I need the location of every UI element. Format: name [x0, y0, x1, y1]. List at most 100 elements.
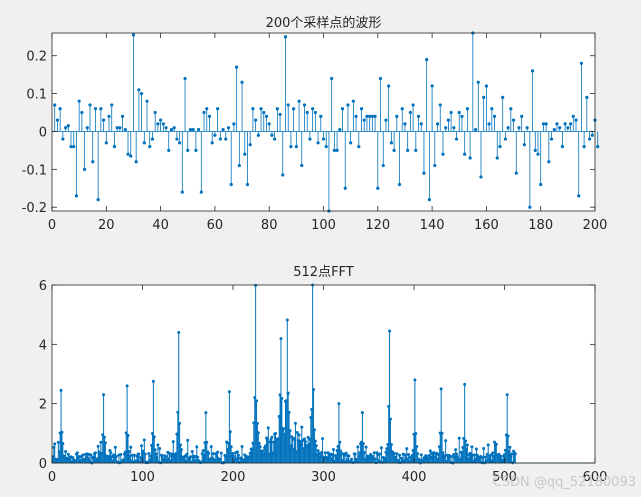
- bottom-stem-marker: [178, 421, 182, 425]
- top-stem-marker: [498, 145, 502, 149]
- top-stem-marker: [183, 76, 187, 81]
- bottom-stem-marker: [258, 445, 262, 449]
- bottom-stem-marker: [298, 439, 302, 443]
- top-stem-marker: [292, 107, 296, 111]
- top-stem-marker: [533, 148, 537, 153]
- bottom-stem-marker: [282, 427, 286, 431]
- top-stem-marker: [180, 190, 184, 194]
- bottom-stem-marker: [331, 447, 335, 451]
- bottom-stem-marker: [127, 450, 131, 454]
- top-stem-marker: [66, 124, 70, 128]
- bottom-stem-marker: [474, 447, 478, 451]
- top-stem-marker: [384, 118, 388, 122]
- top-stem-marker: [305, 110, 309, 115]
- bottom-stem-marker: [312, 428, 316, 432]
- top-x-tick-label: 120: [365, 218, 390, 233]
- bottom-stem-marker: [505, 393, 509, 397]
- bottom-stem-marker: [405, 447, 409, 451]
- top-stem-marker: [210, 141, 214, 145]
- bottom-stem-marker: [270, 435, 274, 439]
- top-stem-marker: [449, 110, 453, 115]
- bottom-stem-marker: [303, 440, 307, 444]
- top-stem-marker: [362, 118, 366, 122]
- top-stem-marker: [264, 114, 269, 118]
- bottom-stem-marker: [255, 421, 259, 425]
- top-stem-marker: [463, 152, 467, 156]
- top-stem-marker: [294, 145, 298, 149]
- top-stem-marker: [237, 163, 241, 168]
- bottom-stem-marker: [279, 337, 283, 341]
- bottom-stem-marker: [137, 452, 141, 456]
- top-stem-marker: [148, 145, 152, 149]
- top-stem-marker: [414, 148, 418, 153]
- bottom-stem-marker: [153, 448, 157, 452]
- top-stem-marker: [511, 118, 516, 122]
- top-stem-marker: [101, 118, 106, 122]
- chart-title-bottom: 512点FFT: [293, 265, 354, 280]
- bottom-stem-marker: [232, 455, 236, 459]
- bottom-stem-marker: [464, 439, 468, 443]
- bottom-stem-marker: [109, 451, 113, 455]
- top-stem-marker: [167, 148, 171, 153]
- bottom-stem-marker: [356, 445, 360, 449]
- bottom-stem-marker: [156, 443, 160, 447]
- bottom-stem-marker: [419, 453, 423, 457]
- top-stem-marker: [169, 127, 174, 132]
- top-stem-marker: [408, 110, 412, 115]
- bottom-y-tick-label: 0: [39, 457, 47, 472]
- top-stem-marker: [275, 107, 279, 111]
- top-stem-marker: [118, 126, 122, 130]
- top-stem-marker: [454, 137, 459, 141]
- top-stem-marker: [425, 57, 429, 62]
- top-stem-marker: [82, 167, 87, 171]
- top-stem-marker: [313, 110, 317, 115]
- top-stem-marker: [520, 114, 524, 118]
- top-stem-marker: [319, 114, 323, 118]
- bottom-stem-marker: [395, 452, 399, 456]
- bottom-stem-marker: [152, 435, 156, 439]
- top-stem-marker: [487, 122, 491, 126]
- top-stem-marker: [256, 133, 260, 137]
- top-stem-marker: [93, 107, 98, 111]
- bottom-stem-marker: [450, 454, 454, 458]
- top-stem-marker: [311, 107, 315, 111]
- bottom-stem-marker: [188, 455, 192, 459]
- top-stem-marker: [308, 137, 312, 141]
- top-stem-marker: [110, 103, 114, 107]
- bottom-stem-marker: [64, 449, 68, 453]
- bottom-stem-marker: [454, 448, 458, 452]
- bottom-stem-marker: [482, 446, 486, 450]
- bottom-stem-marker: [160, 453, 164, 457]
- top-stem-marker: [422, 171, 426, 175]
- bottom-stem-marker: [196, 455, 200, 459]
- bottom-stem-marker: [364, 445, 368, 449]
- top-stem-marker: [547, 160, 551, 164]
- top-stem-marker: [58, 107, 62, 111]
- bottom-stem-marker: [306, 435, 310, 439]
- bottom-stem-marker: [489, 453, 493, 457]
- top-stem-marker: [91, 160, 95, 164]
- top-stem-marker: [53, 103, 57, 107]
- bottom-stem-marker: [158, 446, 162, 450]
- bottom-stem-marker: [204, 411, 208, 415]
- bottom-stem-marker: [71, 456, 75, 460]
- top-stem-marker: [438, 103, 442, 107]
- bottom-stem-marker: [195, 445, 199, 449]
- top-stem-marker: [224, 137, 228, 141]
- bottom-y-tick-label: 4: [39, 338, 47, 353]
- bottom-stem-marker: [407, 453, 411, 457]
- bottom-x-tick-label: 400: [402, 470, 427, 485]
- top-stem-marker: [376, 186, 380, 190]
- axes-bottom-background: [52, 285, 595, 463]
- axes-top-background: [52, 33, 595, 211]
- bottom-stem-marker: [347, 454, 351, 458]
- top-stem-marker: [159, 118, 163, 122]
- top-x-tick-label: 160: [474, 218, 499, 233]
- bottom-stem-marker: [209, 445, 213, 449]
- bottom-stem-marker: [240, 445, 244, 449]
- bottom-stem-marker: [96, 444, 100, 448]
- top-stem-marker: [88, 103, 92, 107]
- bottom-stem-marker: [388, 329, 392, 333]
- bottom-stem-marker: [428, 449, 432, 453]
- bottom-stem-marker: [455, 452, 459, 456]
